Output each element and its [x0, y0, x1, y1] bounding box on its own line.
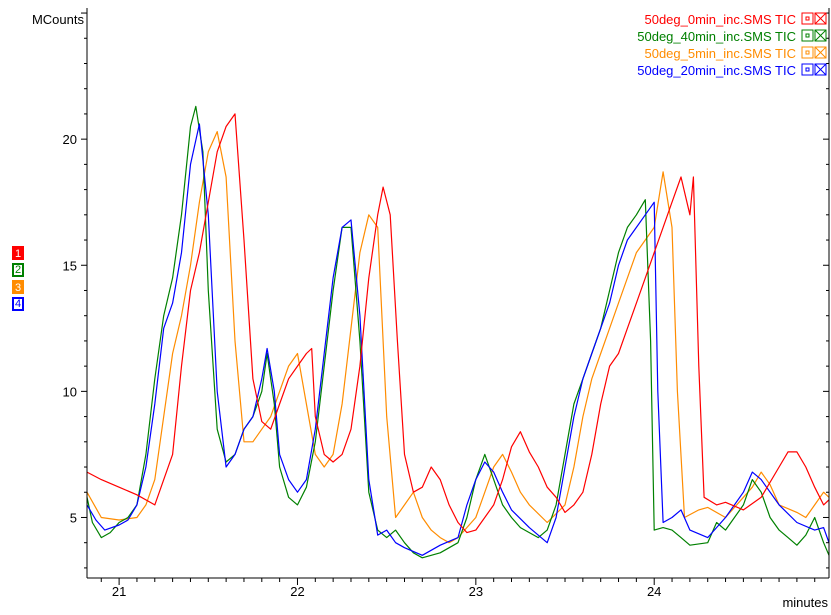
- legend-entry: 50deg_0min_inc.SMS TIC: [644, 12, 796, 27]
- legend-show-icon-inner: [805, 33, 810, 38]
- trace-badge-4[interactable]: 4: [12, 297, 24, 311]
- legend-entry: 50deg_40min_inc.SMS TIC: [637, 29, 796, 44]
- y-tick-label: 20: [63, 132, 77, 147]
- legend-show-icon[interactable]: [801, 46, 814, 59]
- legend-show-icon-inner: [805, 50, 810, 55]
- legend-hide-icon[interactable]: [814, 29, 827, 42]
- trace-badge-2[interactable]: 2: [12, 263, 24, 277]
- y-tick-label: 15: [63, 258, 77, 273]
- legend-show-icon-inner: [805, 67, 810, 72]
- legend-show-icon[interactable]: [801, 12, 814, 25]
- legend-x-icon: [814, 29, 827, 42]
- ticks: 5 10 15 20 21 22 23 24: [63, 12, 829, 599]
- legend-hide-icon[interactable]: [814, 12, 827, 25]
- trace-badge-3[interactable]: 3: [12, 280, 24, 294]
- legend-hide-icon[interactable]: [814, 46, 827, 59]
- series-lines: [86, 105, 830, 559]
- y-axis-title: MCounts: [32, 12, 85, 27]
- legend-x-icon: [814, 46, 827, 59]
- y-tick-label: 5: [70, 510, 77, 525]
- series-line-3: [86, 131, 830, 544]
- x-axis-title: minutes: [782, 595, 828, 610]
- x-tick-label: 21: [112, 584, 126, 599]
- legend-x-icon: [814, 12, 827, 25]
- series-line-4: [86, 123, 830, 556]
- legend-x-icon: [814, 63, 827, 76]
- legend-show-icon-inner: [805, 16, 810, 21]
- x-tick-label: 22: [290, 584, 304, 599]
- x-tick-label: 23: [469, 584, 483, 599]
- x-tick-label: 24: [647, 584, 661, 599]
- series-line-2: [86, 105, 830, 559]
- legend-hide-icon[interactable]: [814, 63, 827, 76]
- legend: 50deg_0min_inc.SMS TIC 50deg_40min_inc.SM…: [637, 12, 827, 78]
- y-tick-label: 10: [63, 384, 77, 399]
- legend-entry: 50deg_20min_inc.SMS TIC: [637, 63, 796, 78]
- axes: [86, 8, 830, 579]
- legend-entry: 50deg_5min_inc.SMS TIC: [644, 46, 796, 61]
- series-line-1: [86, 113, 830, 534]
- legend-show-icon[interactable]: [801, 63, 814, 76]
- trace-badge-1[interactable]: 1: [12, 246, 24, 260]
- legend-show-icon[interactable]: [801, 29, 814, 42]
